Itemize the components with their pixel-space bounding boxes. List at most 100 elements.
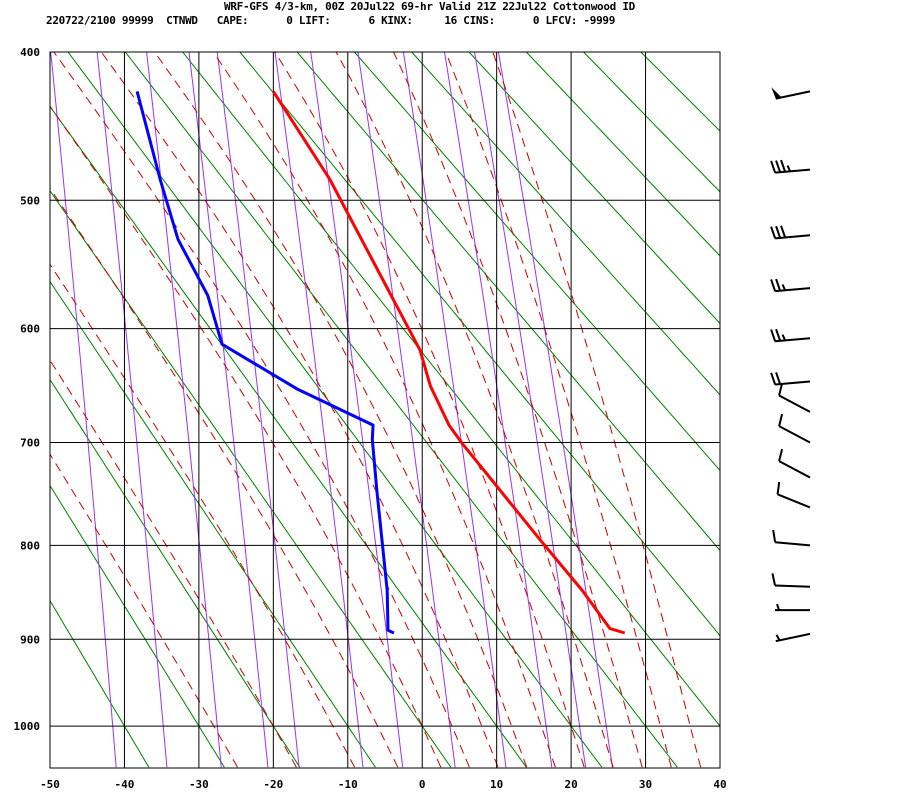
wind-barb [776,481,811,509]
wind-barb-shaft [777,493,811,509]
wind-barb-full [776,481,781,495]
wind-barb-full [775,225,782,239]
dry-adiabat-line [239,52,720,637]
plot-frame [49,51,721,769]
sounding-indices: 220722/2100 99999 CTNWD CAPE: 0 LIFT: 6 … [46,14,616,27]
wind-barb-shaft [775,168,811,174]
moist-adiabat-line [53,52,470,768]
wind-barb-full [770,372,777,385]
wind-barb-half [781,334,787,341]
x-tick-label: 0 [419,778,426,791]
moist-adiabat-line [212,52,556,768]
moist-adiabat-line [392,52,643,768]
wind-barb-full [770,329,777,342]
x-tick-label: 10 [490,778,503,791]
wind-barb-shaft [778,425,811,444]
wind-barb-full [775,328,782,342]
dry-adiabat-line [124,52,678,768]
mixing-ratio-line [497,52,613,768]
wind-barb [770,328,811,343]
wind-barb [772,529,811,547]
wind-barb-full [770,160,777,173]
dry-adiabat-line [50,378,301,768]
wind-barb-shaft [774,584,811,588]
wind-barb-full [775,278,782,292]
dry-adiabat-line [50,484,225,768]
dewpoint-profile-line [135,91,395,635]
x-tick-label: 40 [713,778,726,791]
wind-barb-full [771,573,776,586]
wind-barb-pennant [771,87,782,99]
dry-adiabat-line [67,52,603,768]
y-tick-label: 1000 [14,720,41,733]
wind-barb [775,632,811,643]
x-tick-label: -40 [115,778,135,791]
x-tick-label: 30 [639,778,652,791]
wind-barb [778,448,811,479]
wind-barb-full [770,226,777,239]
temperature-profile-line [272,90,626,635]
wind-barb-half [776,603,780,611]
wind-barb [770,159,811,174]
wind-barb-full [770,279,777,292]
wind-barb-full [775,372,782,385]
wind-barb-full [778,383,784,396]
dry-adiabat-line [296,52,720,552]
x-tick-label: -10 [338,778,358,791]
wind-barb-full [775,160,782,173]
mixing-ratio-line [50,52,117,768]
grid [49,51,721,769]
mixing-ratio-line [473,52,587,768]
wind-barb-full [780,159,787,173]
dry-adiabat-line [50,105,527,768]
wind-barb [778,413,811,444]
y-tick-label: 500 [20,194,40,207]
wind-barb-shaft [775,337,811,343]
wind-barb-full [778,413,784,427]
wind-barb [771,87,811,100]
wind-barb-shaft [778,394,811,413]
moist-adiabat-line [50,453,238,768]
x-tick-label: -50 [40,778,60,791]
dry-adiabat-line [50,280,376,768]
chart-title: WRF-GFS 4/3-km, 00Z 20Jul22 69-hr Valid … [224,0,635,13]
wind-barb-full [772,529,777,543]
moist-adiabat-line [335,52,614,768]
wind-barb-half [775,634,781,641]
wind-barb [778,383,811,413]
moist-adiabat-line [50,359,297,768]
wind-barb [770,278,811,293]
wind-barb-half [781,284,787,291]
dry-adiabat-line [50,190,452,768]
dry-adiabat-line [353,52,720,472]
moist-adiabat-line [50,187,399,768]
background-lines [50,52,720,768]
wind-barb-half [786,165,791,172]
wind-barb-shaft [775,632,811,643]
wind-barb [775,603,810,612]
dry-adiabat-line [468,52,720,325]
x-tick-label: -30 [189,778,209,791]
wind-barb-shaft [778,460,811,479]
wind-barb-shaft [775,541,811,547]
dry-adiabat-line [50,599,150,768]
wind-barb-shaft [775,234,811,240]
x-tick-label: -20 [263,778,283,791]
y-tick-label: 400 [20,46,40,59]
y-tick-label: 600 [20,323,40,336]
dry-adiabat-line [411,52,720,396]
wind-barb [770,225,811,240]
dry-adiabat-line [582,52,720,193]
wind-barb-full [780,225,787,238]
wind-barb-shaft [775,287,811,293]
mixing-ratio-line [274,52,364,768]
profiles [135,90,626,635]
wind-barbs [770,87,811,643]
wind-barb-full [778,448,784,462]
y-tick-label: 800 [20,539,40,552]
moist-adiabat-line [274,52,585,768]
x-tick-label: 20 [564,778,577,791]
y-tick-label: 900 [20,633,40,646]
tick-labels: -50 -40 -30 -20 -10 0 10 20 30 40 400 500 600 700 800 9… [14,46,727,791]
